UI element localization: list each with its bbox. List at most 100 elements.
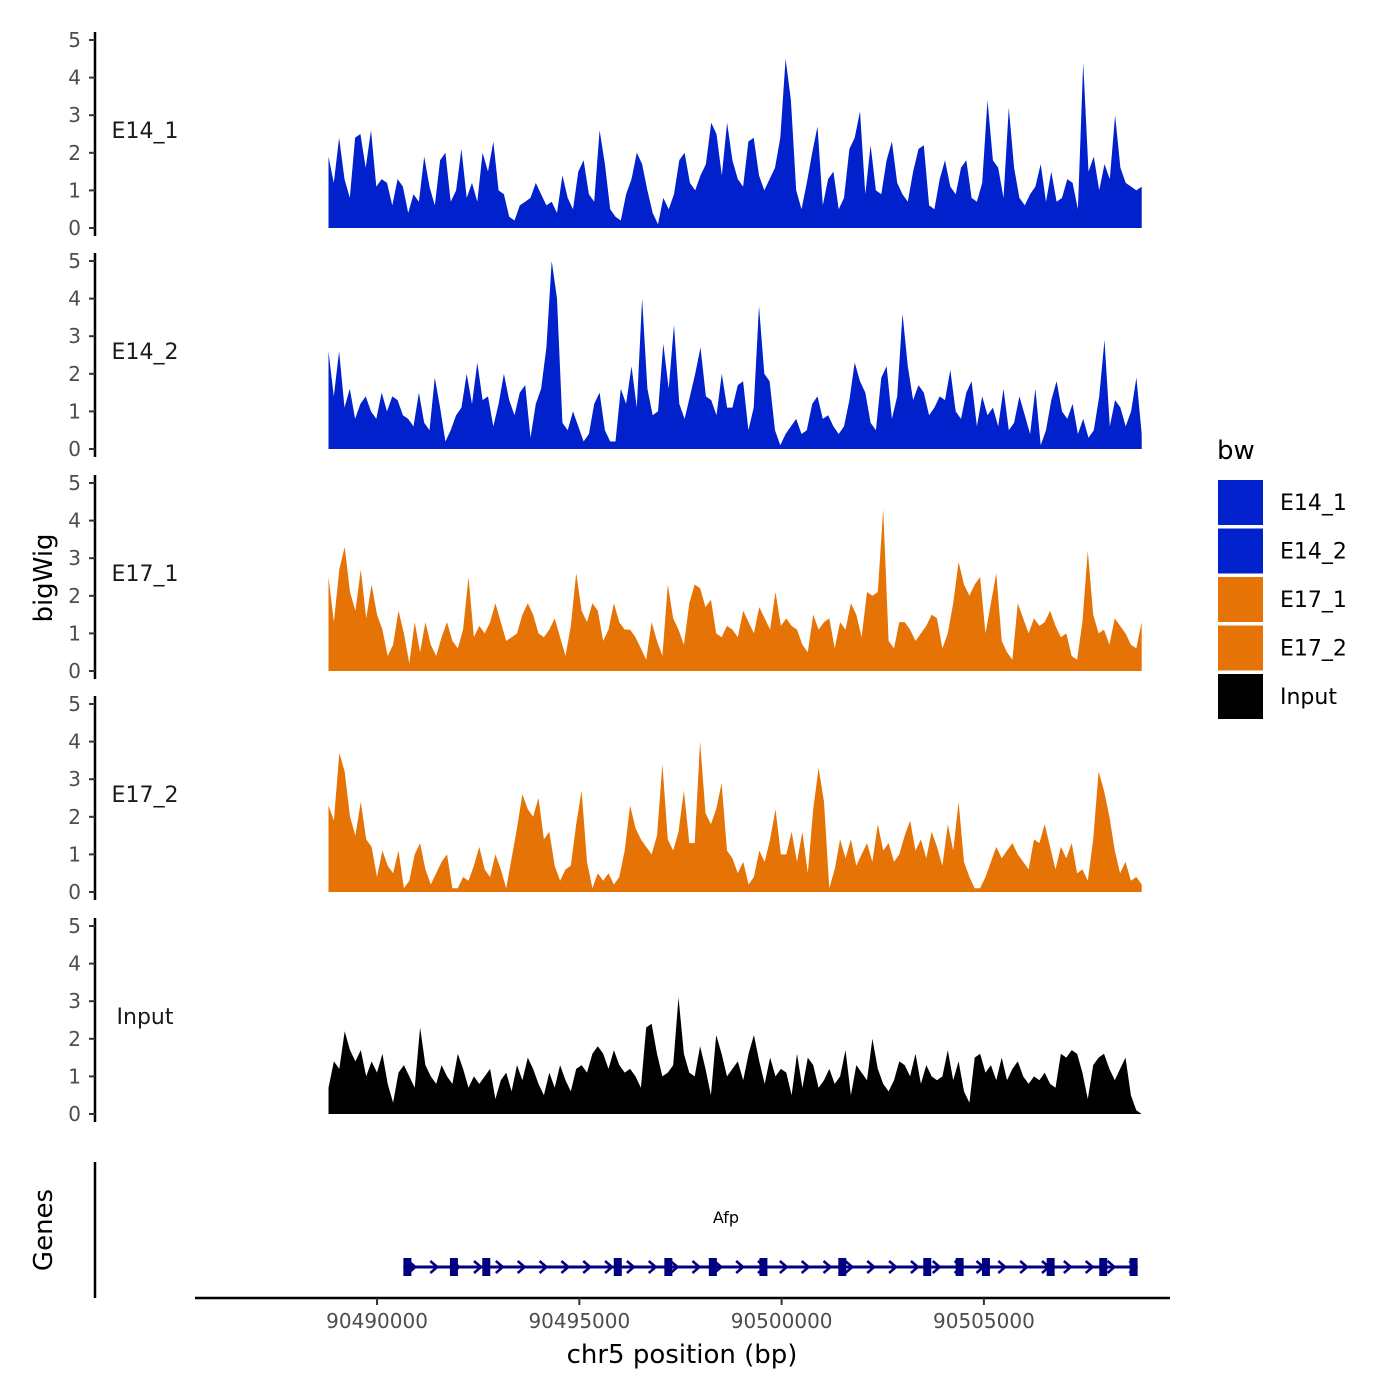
y-tick-label: 5 — [68, 28, 81, 52]
track-panel-E17_1: 0 1 2 3 4 5 E17_1 — [68, 471, 1142, 683]
x-tick-label: 90500000 — [731, 1309, 833, 1333]
y-tick-label: 1 — [68, 621, 81, 645]
gene-exon — [923, 1258, 932, 1276]
track-panel-E14_2: 0 1 2 3 4 5 E14_2 — [68, 249, 1142, 461]
gene-exon — [664, 1258, 673, 1276]
y-tick-label: 3 — [68, 103, 81, 127]
track-label-E14_1: E14_1 — [112, 119, 179, 144]
strand-arrow — [1106, 1260, 1117, 1274]
y-tick-label: 1 — [68, 842, 81, 866]
gene-model — [403, 1258, 1139, 1276]
y-tick-label: 1 — [68, 178, 81, 202]
strand-arrow — [735, 1260, 746, 1274]
legend-label-E17_2: E17_2 — [1280, 637, 1347, 662]
legend-swatch-Input — [1218, 674, 1263, 719]
gene-exon — [1129, 1258, 1138, 1276]
y-tick-label: 2 — [68, 584, 81, 608]
gene-exon — [449, 1258, 458, 1276]
y-tick-label: 2 — [68, 141, 81, 165]
y-tick-label: 0 — [68, 216, 81, 240]
y-tick-label: 2 — [68, 362, 81, 386]
y-tick-label: 5 — [68, 914, 81, 938]
gene-exon — [403, 1258, 412, 1276]
legend-label-E14_1: E14_1 — [1280, 491, 1347, 516]
gene-exon — [981, 1258, 990, 1276]
strand-arrow — [1019, 1260, 1030, 1274]
track-label-E17_2: E17_2 — [112, 783, 179, 808]
area-series-E17_2 — [328, 741, 1142, 892]
x-tick-label: 90490000 — [326, 1309, 428, 1333]
strand-arrow — [888, 1260, 898, 1274]
gene-exon — [613, 1258, 622, 1276]
y-axis-title: bigWig — [29, 533, 59, 622]
y-tick-label: 4 — [68, 66, 81, 90]
legend-label-Input: Input — [1280, 685, 1337, 710]
strand-arrow — [800, 1260, 811, 1274]
y-tick-label: 3 — [68, 989, 81, 1013]
x-tick-label: 90495000 — [528, 1309, 630, 1333]
gene-exon — [708, 1258, 717, 1276]
area-series-E14_1 — [328, 58, 1142, 228]
gene-exon — [955, 1258, 964, 1276]
strand-arrow — [604, 1260, 614, 1274]
y-tick-label: 3 — [68, 324, 81, 348]
y-tick-label: 4 — [68, 952, 81, 976]
y-tick-label: 0 — [68, 1102, 81, 1126]
strand-arrow — [647, 1260, 658, 1274]
strand-arrow — [691, 1260, 702, 1274]
legend-swatch-E14_1 — [1218, 480, 1263, 525]
track-label-E17_1: E17_1 — [112, 562, 179, 587]
strand-arrow — [495, 1260, 505, 1274]
gene-exon — [759, 1258, 768, 1276]
gene-exon — [482, 1258, 491, 1276]
gene-label: Afp — [713, 1208, 739, 1227]
y-tick-label: 1 — [68, 399, 81, 423]
y-tick-label: 2 — [68, 1027, 81, 1051]
legend-title: bw — [1217, 436, 1255, 466]
y-tick-label: 4 — [68, 509, 81, 533]
track-label-Input: Input — [117, 1005, 174, 1030]
area-series-E14_2 — [328, 261, 1142, 449]
y-tick-label: 5 — [68, 692, 81, 716]
strand-arrow — [560, 1260, 571, 1274]
y-tick-label: 5 — [68, 471, 81, 495]
strand-arrow — [429, 1260, 440, 1274]
legend-swatch-E17_2 — [1218, 625, 1263, 671]
gene-exon — [1099, 1258, 1108, 1276]
y-tick-label: 4 — [68, 730, 81, 754]
y-tick-label: 0 — [68, 659, 81, 683]
area-series-E17_1 — [328, 509, 1142, 671]
strand-arrow — [1063, 1260, 1073, 1274]
strand-arrow — [1084, 1260, 1095, 1274]
track-panel-E14_1: 0 1 2 3 4 5 E14_1 — [68, 28, 1142, 240]
y-tick-label: 5 — [68, 249, 81, 273]
y-tick-label: 2 — [68, 805, 81, 829]
legend-swatch-E14_2 — [1218, 528, 1263, 574]
y-tick-label: 3 — [68, 546, 81, 570]
genes-axis-title: Genes — [29, 1189, 59, 1271]
legend: bw E14_1 E14_2 E17_1 E17_2 Input — [1217, 436, 1347, 719]
strand-arrow — [931, 1260, 942, 1274]
area-series-Input — [328, 997, 1142, 1114]
x-axis-title: chr5 position (bp) — [567, 1340, 798, 1370]
strand-arrow — [516, 1260, 527, 1274]
x-tick-label: 90505000 — [933, 1309, 1035, 1333]
y-tick-label: 0 — [68, 880, 81, 904]
y-tick-label: 4 — [68, 287, 81, 311]
legend-label-E14_2: E14_2 — [1280, 540, 1347, 565]
legend-swatch-E17_1 — [1218, 577, 1263, 622]
y-tick-label: 3 — [68, 767, 81, 791]
x-axis: 90490000 90495000 90500000 90505000 — [195, 1296, 1170, 1333]
track-label-E14_2: E14_2 — [112, 340, 179, 365]
strand-arrow — [910, 1260, 920, 1274]
strand-arrow — [866, 1260, 877, 1274]
y-tick-label: 0 — [68, 437, 81, 461]
strand-arrow — [582, 1260, 593, 1274]
strand-arrow — [669, 1260, 680, 1274]
strand-arrow — [779, 1260, 789, 1274]
track-panel-E17_2: 0 1 2 3 4 5 E17_2 — [68, 692, 1142, 904]
strand-arrow — [822, 1260, 833, 1274]
strand-arrow — [997, 1260, 1008, 1274]
strand-arrow — [626, 1260, 636, 1274]
